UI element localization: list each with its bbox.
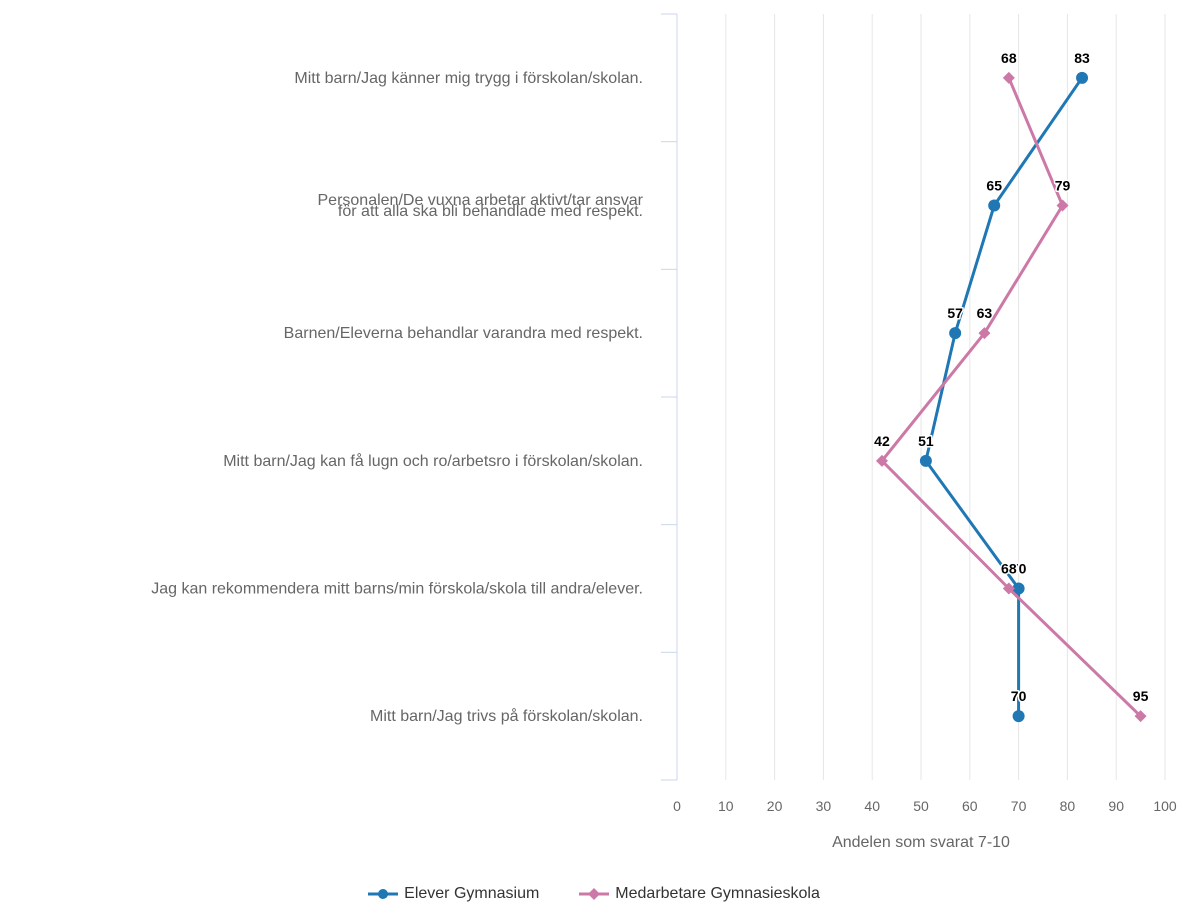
data-point-diamond[interactable]	[1056, 199, 1069, 212]
x-tick-label: 50	[913, 798, 929, 814]
legend-label-series-0: Elever Gymnasium	[404, 885, 540, 902]
data-label: 70	[1011, 688, 1027, 704]
chart: Mitt barn/Jag känner mig trygg i förskol…	[151, 13, 1177, 851]
category-labels: Mitt barn/Jag känner mig trygg i förskol…	[151, 70, 643, 725]
category-label: Mitt barn/Jag trivs på förskolan/skolan.	[370, 707, 643, 725]
category-label: för att alla ska bli behandlade med resp…	[338, 203, 643, 220]
category-label: Barnen/Eleverna behandlar varandra med r…	[284, 325, 643, 342]
data-point-circle[interactable]	[919, 454, 932, 467]
x-tick-label: 100	[1153, 798, 1177, 814]
x-tick-label: 80	[1060, 798, 1076, 814]
x-tick-label: 20	[767, 798, 783, 814]
data-point-diamond[interactable]	[1002, 582, 1015, 595]
data-point-circle[interactable]	[949, 327, 962, 340]
x-tick-label: 60	[962, 798, 978, 814]
data-point-diamond[interactable]	[978, 327, 991, 340]
data-label: 95	[1133, 688, 1149, 704]
category-label: Personalen/De vuxna arbetar aktivt/tar a…	[318, 192, 644, 209]
legend: Elever Gymnasium Medarbetare Gymnasiesko…	[0, 885, 1188, 903]
data-label: 79	[1055, 178, 1071, 194]
legend-circle-icon	[368, 889, 399, 899]
series-line	[924, 76, 1084, 717]
x-tick-labels: 0 10 20 30 40 50 60 70 80 90 100	[673, 798, 1177, 814]
data-label: 68	[1001, 561, 1017, 577]
series-group	[875, 71, 1147, 723]
x-axis-title: Andelen som svarat 7-10	[832, 834, 1010, 851]
data-label: 42	[874, 433, 890, 449]
data-point-diamond[interactable]	[1134, 710, 1147, 723]
x-tick-label: 90	[1108, 798, 1124, 814]
data-point-circle[interactable]	[1012, 582, 1025, 595]
data-label: 83	[1074, 50, 1090, 66]
x-tick-label: 10	[718, 798, 734, 814]
legend-item-series-0[interactable]: Elever Gymnasium	[368, 885, 539, 903]
grid-lines	[725, 14, 1166, 780]
x-tick-label: 0	[673, 798, 681, 814]
x-tick-label: 30	[816, 798, 832, 814]
category-axis	[661, 13, 678, 781]
data-label: 68	[1001, 50, 1017, 66]
data-label: 57	[947, 305, 963, 321]
legend-diamond-icon	[579, 888, 610, 900]
data-point-diamond[interactable]	[875, 454, 888, 467]
data-label: 70	[1011, 561, 1027, 577]
category-label: Mitt barn/Jag känner mig trygg i förskol…	[294, 70, 643, 87]
legend-label-series-1: Medarbetare Gymnasieskola	[615, 885, 820, 902]
data-point-circle[interactable]	[988, 199, 1001, 212]
series-line	[880, 77, 1142, 718]
data-point-circle[interactable]	[1076, 71, 1089, 84]
legend-item-series-1[interactable]: Medarbetare Gymnasieskola	[579, 885, 820, 903]
data-point-circle[interactable]	[1012, 710, 1025, 723]
category-label: Jag kan rekommendera mitt barns/min förs…	[151, 581, 643, 598]
x-tick-label: 70	[1011, 798, 1027, 814]
data-label: 51	[918, 433, 934, 449]
data-point-diamond[interactable]	[1002, 71, 1015, 84]
x-tick-label: 40	[864, 798, 880, 814]
data-label: 65	[986, 178, 1002, 194]
data-label: 63	[977, 305, 993, 321]
category-label: Mitt barn/Jag kan få lugn och ro/arbetsr…	[223, 452, 643, 470]
